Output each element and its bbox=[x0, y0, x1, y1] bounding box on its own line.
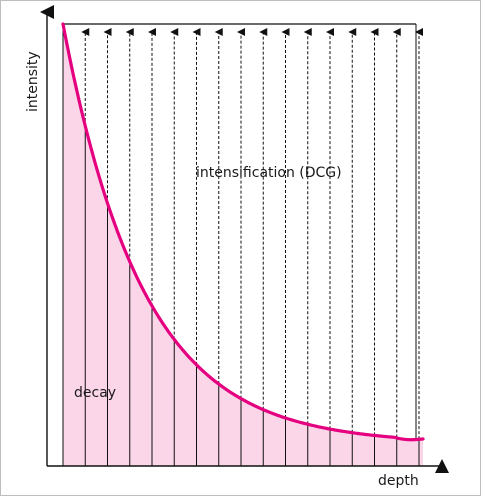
gain-lines bbox=[62, 24, 423, 466]
decay-label: decay bbox=[74, 385, 116, 401]
y-axis-label: intensity bbox=[25, 51, 41, 112]
decay-area bbox=[63, 24, 423, 466]
x-axis-label: depth bbox=[378, 473, 419, 489]
decay-curve bbox=[61, 22, 425, 442]
intensification-label: intensification (DCG) bbox=[196, 165, 342, 181]
